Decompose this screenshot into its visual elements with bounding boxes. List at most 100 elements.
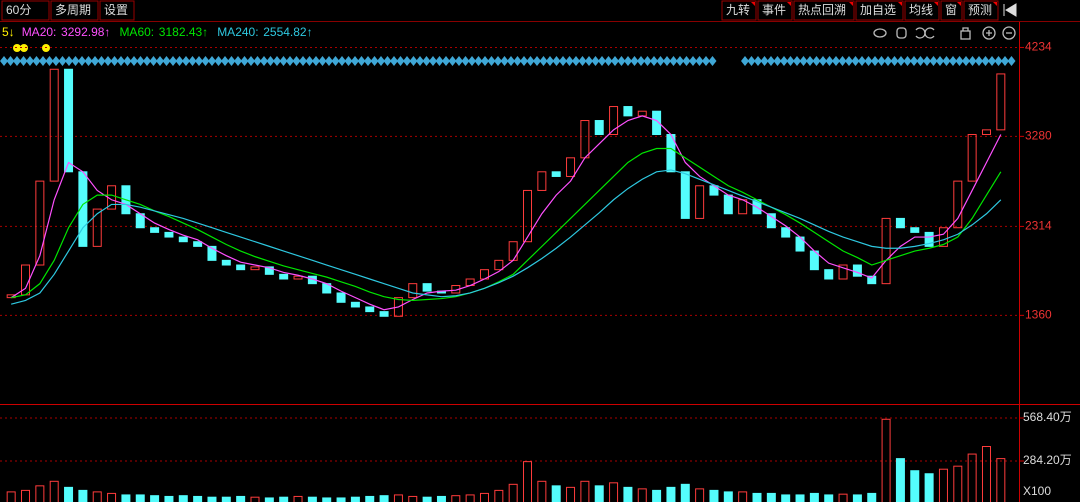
candle	[250, 266, 260, 271]
toolbar-button[interactable]	[855, 0, 904, 21]
legend-text: 3292.98↑	[61, 25, 110, 39]
volume-bar	[981, 446, 991, 502]
ma-line	[11, 147, 1002, 302]
candle	[766, 213, 776, 229]
volume-bar	[652, 489, 662, 502]
toolbar-button[interactable]	[757, 0, 793, 21]
volume-bar	[523, 461, 533, 502]
candle	[895, 217, 905, 229]
toolbar-label[interactable]: 窗	[945, 3, 957, 17]
candle	[967, 134, 977, 182]
toolbar-label[interactable]: 多周期	[55, 3, 91, 17]
volume-bar	[379, 495, 389, 502]
volume-bar	[121, 494, 131, 502]
volume-bar	[107, 492, 117, 502]
volume-bar	[264, 497, 274, 502]
volume-bar	[336, 497, 346, 502]
candle	[279, 273, 289, 280]
volume-bar	[967, 453, 977, 502]
volume-bar	[666, 486, 676, 502]
candle	[723, 194, 733, 215]
candle	[336, 292, 346, 303]
candle	[422, 283, 432, 292]
volume-bar	[164, 495, 174, 502]
signal-dots	[13, 44, 50, 52]
toolbar-button[interactable]	[50, 0, 99, 21]
volume-bar	[695, 488, 705, 502]
volume-bar	[537, 480, 547, 502]
volume-bar	[465, 494, 475, 502]
volume-bar	[479, 492, 489, 502]
legend-text: 3182.43↑	[159, 25, 208, 39]
volume-bar	[49, 480, 59, 502]
volume-bar	[752, 492, 762, 502]
candle	[49, 68, 59, 182]
toolbar-flag	[751, 2, 755, 6]
candle	[881, 217, 891, 285]
candle	[924, 231, 934, 247]
volume-bar	[824, 494, 834, 502]
volume-bar	[766, 492, 776, 502]
volume-bar	[895, 458, 905, 502]
volume-bar	[566, 486, 576, 502]
toolbar-flag	[898, 2, 902, 6]
volume-bar	[365, 495, 375, 502]
toolbar-button[interactable]	[793, 0, 855, 21]
candle	[680, 171, 690, 219]
volume-bar	[293, 495, 303, 502]
toolbar-button[interactable]	[99, 0, 135, 21]
toolbar-button[interactable]	[721, 0, 757, 21]
volume-bar	[781, 494, 791, 502]
toolbar-flag	[957, 2, 961, 6]
volume-bar	[35, 485, 45, 502]
candle	[365, 306, 375, 313]
candle	[852, 264, 862, 277]
candle	[996, 73, 1006, 131]
candle	[264, 266, 274, 275]
toolbar-label[interactable]: 设置	[104, 3, 128, 17]
candle	[566, 157, 576, 177]
toolbar-button[interactable]	[940, 0, 963, 21]
y-tick-label: 284.20万	[1023, 453, 1072, 467]
legend-text: MA240	[217, 25, 255, 39]
volume-bar	[279, 496, 289, 502]
toolbar-flag	[934, 2, 938, 6]
toolbar-label[interactable]: 加自选	[860, 3, 896, 17]
y-tick-label: 2314	[1025, 219, 1052, 233]
toolbar-label[interactable]: 九转	[726, 2, 750, 17]
y-tick-label: 3280	[1025, 129, 1052, 143]
volume-bar	[924, 473, 934, 502]
volume-bar	[422, 496, 432, 502]
volume-bar	[135, 494, 145, 502]
toolbar-button[interactable]	[1, 0, 50, 21]
volume-bar	[723, 491, 733, 502]
volume-bar	[92, 491, 102, 502]
toolbar-label[interactable]: 均线	[909, 3, 933, 17]
candle	[379, 311, 389, 317]
signal-band	[0, 56, 1016, 66]
volume-bar	[996, 458, 1006, 502]
toolbar-label[interactable]: 热点回溯	[798, 2, 846, 17]
volume-bar	[78, 489, 88, 502]
toolbar-label[interactable]: 预测	[968, 3, 992, 17]
toolbar-button[interactable]	[904, 0, 940, 21]
volume-bar	[953, 465, 963, 502]
y-tick-label: 4234	[1025, 40, 1052, 54]
toolbar-button[interactable]	[963, 0, 999, 21]
toolbar-label[interactable]: 60分	[6, 3, 31, 17]
candle	[494, 259, 504, 271]
volume-bar	[322, 497, 332, 502]
volume-bar	[21, 489, 31, 502]
volume-bar	[795, 494, 805, 502]
ma-line	[11, 169, 1002, 305]
volume-bar	[623, 486, 633, 502]
candle	[838, 264, 848, 280]
candle	[393, 297, 403, 317]
toolbar-label[interactable]: 事件	[762, 3, 786, 17]
volume-bar	[938, 468, 948, 502]
legend-text: 5↓	[2, 25, 15, 39]
candle	[178, 236, 188, 243]
volume-bar	[580, 480, 590, 502]
